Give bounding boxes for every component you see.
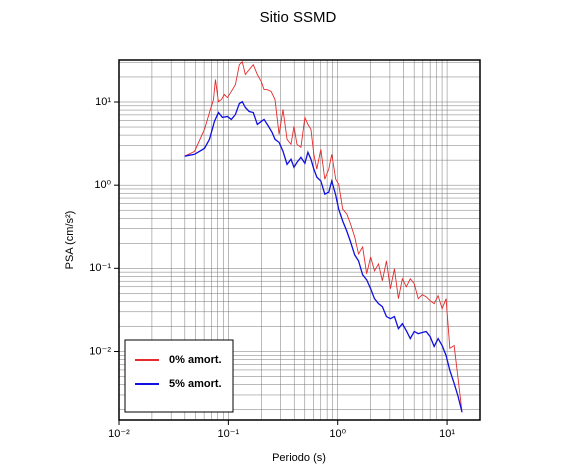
x-axis-label: Periodo (s): [272, 452, 326, 464]
y-tick-label: 10⁻²: [89, 345, 111, 357]
legend-box: [124, 339, 234, 413]
x-tick-label: 10⁰: [329, 428, 346, 440]
x-tick-label: 10¹: [439, 428, 455, 440]
legend-label: 5% amort.: [169, 378, 222, 390]
x-tick-label: 10⁻¹: [218, 428, 240, 440]
legend-label: 0% amort.: [169, 354, 222, 366]
plot-frame: [118, 59, 481, 421]
y-tick-label: 10⁻¹: [89, 262, 111, 274]
series-line: [184, 100, 463, 413]
y-tick-label: 10⁰: [94, 179, 111, 191]
chart-title: Sitio SSMD: [260, 9, 337, 26]
y-tick-label: 10¹: [95, 96, 111, 108]
x-tick-label: 10⁻²: [108, 428, 130, 440]
series-line: [184, 60, 463, 413]
y-axis-label: PSA (cm/s²): [64, 211, 76, 270]
